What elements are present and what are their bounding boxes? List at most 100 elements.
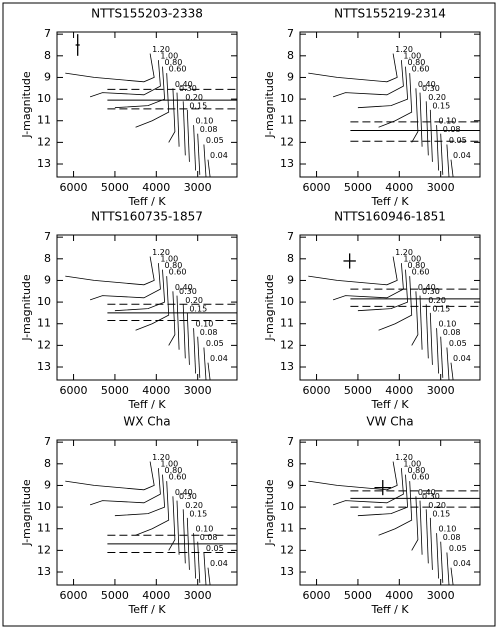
plot-box bbox=[56, 439, 238, 586]
x-tick-label: 3000 bbox=[427, 181, 455, 194]
x-tick-label: 4000 bbox=[142, 384, 170, 397]
track bbox=[176, 92, 180, 147]
y-tick-label: 11 bbox=[37, 317, 51, 330]
y-tick-label: 12 bbox=[280, 338, 294, 351]
y-axis-label: J-magnitude bbox=[20, 274, 33, 342]
mass-label: 0.30 bbox=[422, 492, 440, 501]
x-axis-label: Teff / K bbox=[127, 603, 166, 616]
mass-label: 0.10 bbox=[196, 320, 214, 329]
mass-label: 0.60 bbox=[169, 268, 187, 277]
track bbox=[357, 66, 409, 109]
track bbox=[197, 336, 201, 378]
panel: NTTS155219-2314 6000 5000 4000 3000 7 8 9 10 11 12… bbox=[263, 7, 481, 208]
track bbox=[419, 92, 423, 147]
y-tick-label: 12 bbox=[37, 135, 51, 148]
track bbox=[186, 312, 190, 365]
mass-label: 0.05 bbox=[449, 136, 467, 145]
y-tick-label: 11 bbox=[37, 522, 51, 535]
mass-label: 1.00 bbox=[160, 255, 178, 264]
track bbox=[440, 133, 444, 175]
mass-label: 0.40 bbox=[418, 80, 436, 89]
y-tick-label: 8 bbox=[44, 49, 51, 62]
y-tick-label: 8 bbox=[287, 252, 294, 265]
x-tick-label: 4000 bbox=[385, 589, 413, 602]
track bbox=[411, 88, 419, 143]
track bbox=[440, 541, 444, 583]
mass-label: 0.40 bbox=[175, 283, 193, 292]
track bbox=[429, 517, 433, 570]
mass-label: 0.10 bbox=[439, 320, 457, 329]
x-tick-label: 6000 bbox=[303, 384, 331, 397]
track bbox=[197, 541, 201, 583]
y-tick-label: 10 bbox=[37, 295, 51, 308]
y-tick-label: 10 bbox=[280, 295, 294, 308]
plot-box bbox=[299, 31, 481, 178]
track bbox=[168, 291, 176, 346]
mass-label: 0.20 bbox=[185, 501, 203, 510]
mass-label: 1.20 bbox=[395, 453, 413, 462]
panel-title: NTTS155203-2338 bbox=[91, 7, 203, 21]
panel-title: NTTS155219-2314 bbox=[334, 7, 446, 21]
panel-title: NTTS160946-1851 bbox=[334, 210, 446, 224]
x-tick-label: 5000 bbox=[344, 384, 372, 397]
y-tick-label: 9 bbox=[287, 478, 294, 491]
track bbox=[446, 552, 450, 586]
x-tick-label: 5000 bbox=[101, 589, 129, 602]
track bbox=[203, 144, 207, 178]
track bbox=[176, 500, 180, 555]
mass-label: 0.08 bbox=[200, 328, 218, 337]
panel-title: VW Cha bbox=[366, 415, 413, 429]
mass-label: 0.80 bbox=[165, 261, 183, 270]
mass-label: 0.04 bbox=[453, 559, 471, 568]
y-tick-label: 11 bbox=[280, 317, 294, 330]
mass-label: 0.08 bbox=[443, 328, 461, 337]
frame bbox=[2, 2, 496, 627]
y-tick-label: 7 bbox=[44, 230, 51, 243]
mass-label: 0.15 bbox=[432, 509, 450, 518]
mass-label: 0.10 bbox=[196, 117, 214, 126]
mass-label: 0.80 bbox=[165, 466, 183, 475]
y-tick-label: 9 bbox=[287, 273, 294, 286]
mass-label: 0.15 bbox=[189, 304, 207, 313]
mass-label: 0.40 bbox=[175, 80, 193, 89]
y-tick-label: 13 bbox=[37, 565, 51, 578]
track bbox=[193, 533, 196, 579]
track bbox=[308, 461, 398, 491]
panel: WX Cha 6000 5000 4000 3000 7 8 9 10 11 12 13 Teff / … bbox=[20, 415, 238, 616]
track bbox=[332, 60, 404, 98]
mass-label: 0.60 bbox=[412, 473, 430, 482]
mass-label: 0.15 bbox=[189, 509, 207, 518]
mass-label: 0.05 bbox=[206, 544, 224, 553]
track bbox=[203, 347, 207, 381]
track bbox=[378, 276, 413, 331]
mass-label: 0.60 bbox=[169, 473, 187, 482]
track bbox=[425, 101, 429, 156]
x-tick-label: 4000 bbox=[385, 181, 413, 194]
mass-label: 0.04 bbox=[210, 151, 228, 160]
track bbox=[308, 53, 398, 83]
x-axis-label: Teff / K bbox=[127, 398, 166, 411]
track bbox=[450, 159, 454, 178]
track bbox=[446, 144, 450, 178]
x-tick-label: 3000 bbox=[184, 384, 212, 397]
track bbox=[357, 269, 409, 312]
track bbox=[114, 66, 166, 109]
track bbox=[207, 567, 211, 586]
track bbox=[186, 109, 190, 162]
track bbox=[446, 347, 450, 381]
y-axis-label: J-magnitude bbox=[263, 479, 276, 547]
track bbox=[176, 295, 180, 350]
track bbox=[135, 276, 170, 331]
mass-label: 0.30 bbox=[422, 287, 440, 296]
track bbox=[207, 362, 211, 381]
track bbox=[419, 295, 423, 350]
track bbox=[114, 474, 166, 517]
mass-label: 1.20 bbox=[395, 248, 413, 257]
x-tick-label: 6000 bbox=[60, 181, 88, 194]
x-tick-label: 4000 bbox=[385, 384, 413, 397]
y-tick-label: 7 bbox=[287, 230, 294, 243]
mass-label: 0.08 bbox=[443, 533, 461, 542]
track bbox=[197, 133, 201, 175]
mass-label: 1.20 bbox=[152, 45, 170, 54]
mass-label: 1.00 bbox=[403, 460, 421, 469]
